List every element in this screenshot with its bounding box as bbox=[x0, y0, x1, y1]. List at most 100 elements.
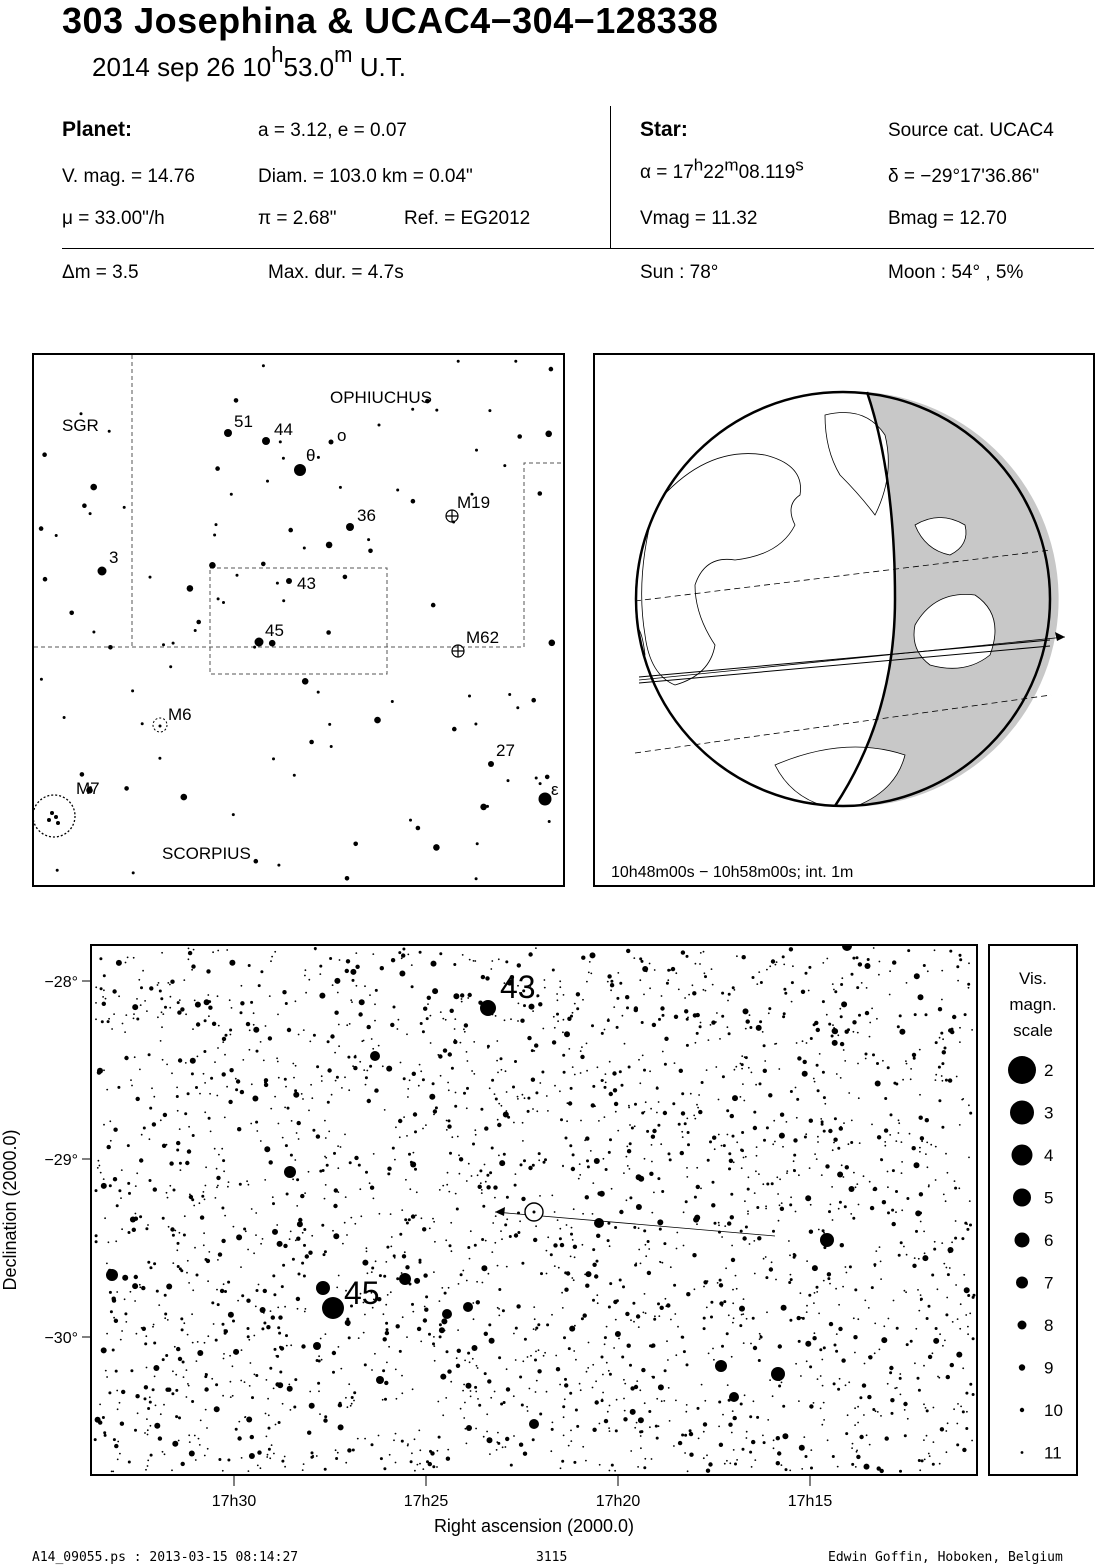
chart-star bbox=[675, 1247, 678, 1250]
ra-prefix: α = 17 bbox=[640, 162, 694, 183]
x-tick-label: 17h20 bbox=[596, 1493, 641, 1510]
chart-star bbox=[419, 1449, 422, 1452]
chart-star bbox=[188, 1441, 191, 1443]
finder-star bbox=[328, 722, 332, 726]
chart-star bbox=[422, 1318, 428, 1323]
chart-star bbox=[727, 1221, 732, 1226]
chart-star bbox=[665, 981, 669, 985]
chart-star bbox=[277, 1076, 280, 1079]
chart-star bbox=[679, 1150, 684, 1156]
chart-star bbox=[324, 1155, 326, 1158]
chart-star bbox=[586, 980, 588, 983]
chart-star bbox=[630, 1450, 633, 1452]
chart-star bbox=[533, 1318, 536, 1321]
chart-star bbox=[271, 955, 273, 958]
finder-star bbox=[452, 726, 457, 732]
chart-star bbox=[106, 1144, 111, 1150]
chart-star bbox=[330, 1034, 335, 1039]
chart-star bbox=[508, 1235, 512, 1238]
chart-star bbox=[891, 1169, 895, 1173]
chart-star bbox=[555, 1367, 561, 1372]
chart-star bbox=[412, 1112, 418, 1117]
chart-star bbox=[739, 1324, 743, 1328]
chart-star bbox=[402, 947, 406, 951]
chart-star bbox=[235, 1079, 241, 1084]
chart-star bbox=[656, 1086, 658, 1089]
chart-star bbox=[104, 997, 107, 1000]
chart-star bbox=[139, 1068, 141, 1071]
chart-star bbox=[686, 1176, 689, 1178]
chart-star bbox=[334, 1449, 337, 1452]
chart-star bbox=[157, 982, 160, 984]
chart-star bbox=[654, 1315, 656, 1318]
chart-star bbox=[169, 1161, 174, 1166]
chart-star bbox=[415, 1214, 417, 1217]
chart-star bbox=[480, 1000, 496, 1016]
chart-star bbox=[732, 1415, 737, 1421]
chart-star bbox=[202, 1244, 205, 1247]
x-tick-marks bbox=[233, 1476, 811, 1486]
finder-star bbox=[301, 678, 309, 685]
label-43-oph: 43 bbox=[297, 574, 316, 593]
chart-star bbox=[176, 1265, 180, 1268]
chart-star bbox=[359, 1060, 362, 1063]
chart-star bbox=[887, 1317, 890, 1320]
chart-star bbox=[108, 1184, 112, 1188]
chart-star bbox=[420, 1340, 423, 1343]
chart-star bbox=[410, 985, 414, 989]
chart-star bbox=[207, 1116, 211, 1120]
chart-star bbox=[513, 1121, 515, 1124]
chart-star bbox=[835, 1073, 838, 1075]
chart-star bbox=[519, 1220, 521, 1223]
finder-star bbox=[54, 815, 58, 819]
chart-star bbox=[458, 1154, 460, 1157]
chart-star bbox=[318, 1355, 320, 1358]
finder-star bbox=[275, 581, 279, 585]
chart-star bbox=[592, 1248, 596, 1252]
chart-star bbox=[363, 1069, 366, 1071]
chart-star bbox=[112, 1438, 116, 1442]
chart-star bbox=[954, 1186, 958, 1190]
chart-star bbox=[169, 995, 172, 998]
chart-star bbox=[382, 1369, 386, 1373]
sigma-line-south bbox=[634, 694, 1052, 754]
chart-star bbox=[246, 1327, 250, 1330]
chart-star bbox=[709, 1140, 712, 1144]
chart-star bbox=[669, 1266, 672, 1269]
chart-star bbox=[890, 1411, 894, 1415]
finder-star bbox=[474, 877, 478, 881]
chart-star bbox=[133, 1013, 135, 1015]
chart-star bbox=[771, 1367, 785, 1381]
chart-star bbox=[657, 1101, 660, 1103]
chart-star bbox=[439, 1074, 442, 1077]
chart-star bbox=[857, 1405, 859, 1408]
chart-star bbox=[607, 1221, 611, 1225]
chart-star bbox=[164, 1005, 167, 1009]
chart-star bbox=[466, 1086, 469, 1090]
chart-star bbox=[971, 1393, 975, 1396]
chart-star bbox=[268, 995, 271, 997]
chart-star bbox=[475, 1390, 478, 1393]
chart-star bbox=[557, 1266, 560, 1269]
chart-star bbox=[403, 1116, 405, 1118]
chart-star bbox=[120, 1197, 122, 1199]
y-tick-label: −30° bbox=[44, 1330, 78, 1347]
chart-star bbox=[685, 1043, 689, 1047]
chart-star bbox=[625, 1155, 628, 1158]
chart-star bbox=[505, 1436, 510, 1442]
chart-star bbox=[124, 1031, 126, 1033]
chart-star bbox=[185, 1160, 190, 1166]
finder-star bbox=[288, 527, 293, 533]
chart-star bbox=[724, 1225, 727, 1227]
chart-star bbox=[757, 1359, 761, 1362]
chart-star bbox=[603, 1116, 606, 1118]
chart-star bbox=[892, 1299, 895, 1302]
finder-star bbox=[538, 782, 542, 786]
chart-star bbox=[629, 1408, 636, 1415]
chart-star bbox=[789, 1203, 793, 1207]
chart-star bbox=[648, 1248, 651, 1250]
chart-star bbox=[602, 1373, 604, 1376]
chart-star bbox=[319, 992, 326, 999]
chart-star bbox=[927, 1305, 930, 1307]
chart-star bbox=[843, 1205, 847, 1209]
